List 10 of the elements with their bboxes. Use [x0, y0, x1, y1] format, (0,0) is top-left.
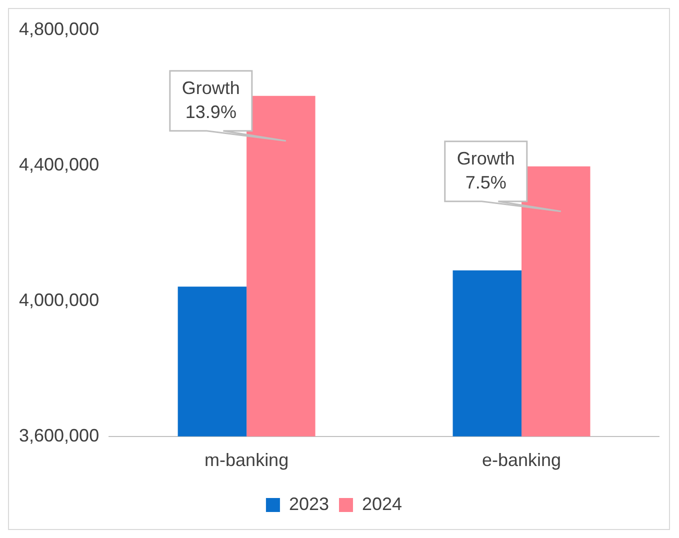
x-tick-label: m-banking: [204, 450, 289, 470]
annotation: Growth 7.5%: [456, 148, 515, 192]
annotation: Growth 13.9%: [182, 78, 240, 122]
legend-label: 2024: [362, 494, 402, 514]
y-tick-label: 3,600,000: [19, 425, 100, 446]
y-tick-label: 4,000,000: [19, 290, 100, 310]
x-tick-label: e-banking: [482, 450, 562, 470]
y-tick-label: 4,800,000: [19, 18, 100, 39]
legend-label: 2023: [288, 494, 330, 514]
y-tick-label: 4,400,000: [19, 154, 100, 174]
